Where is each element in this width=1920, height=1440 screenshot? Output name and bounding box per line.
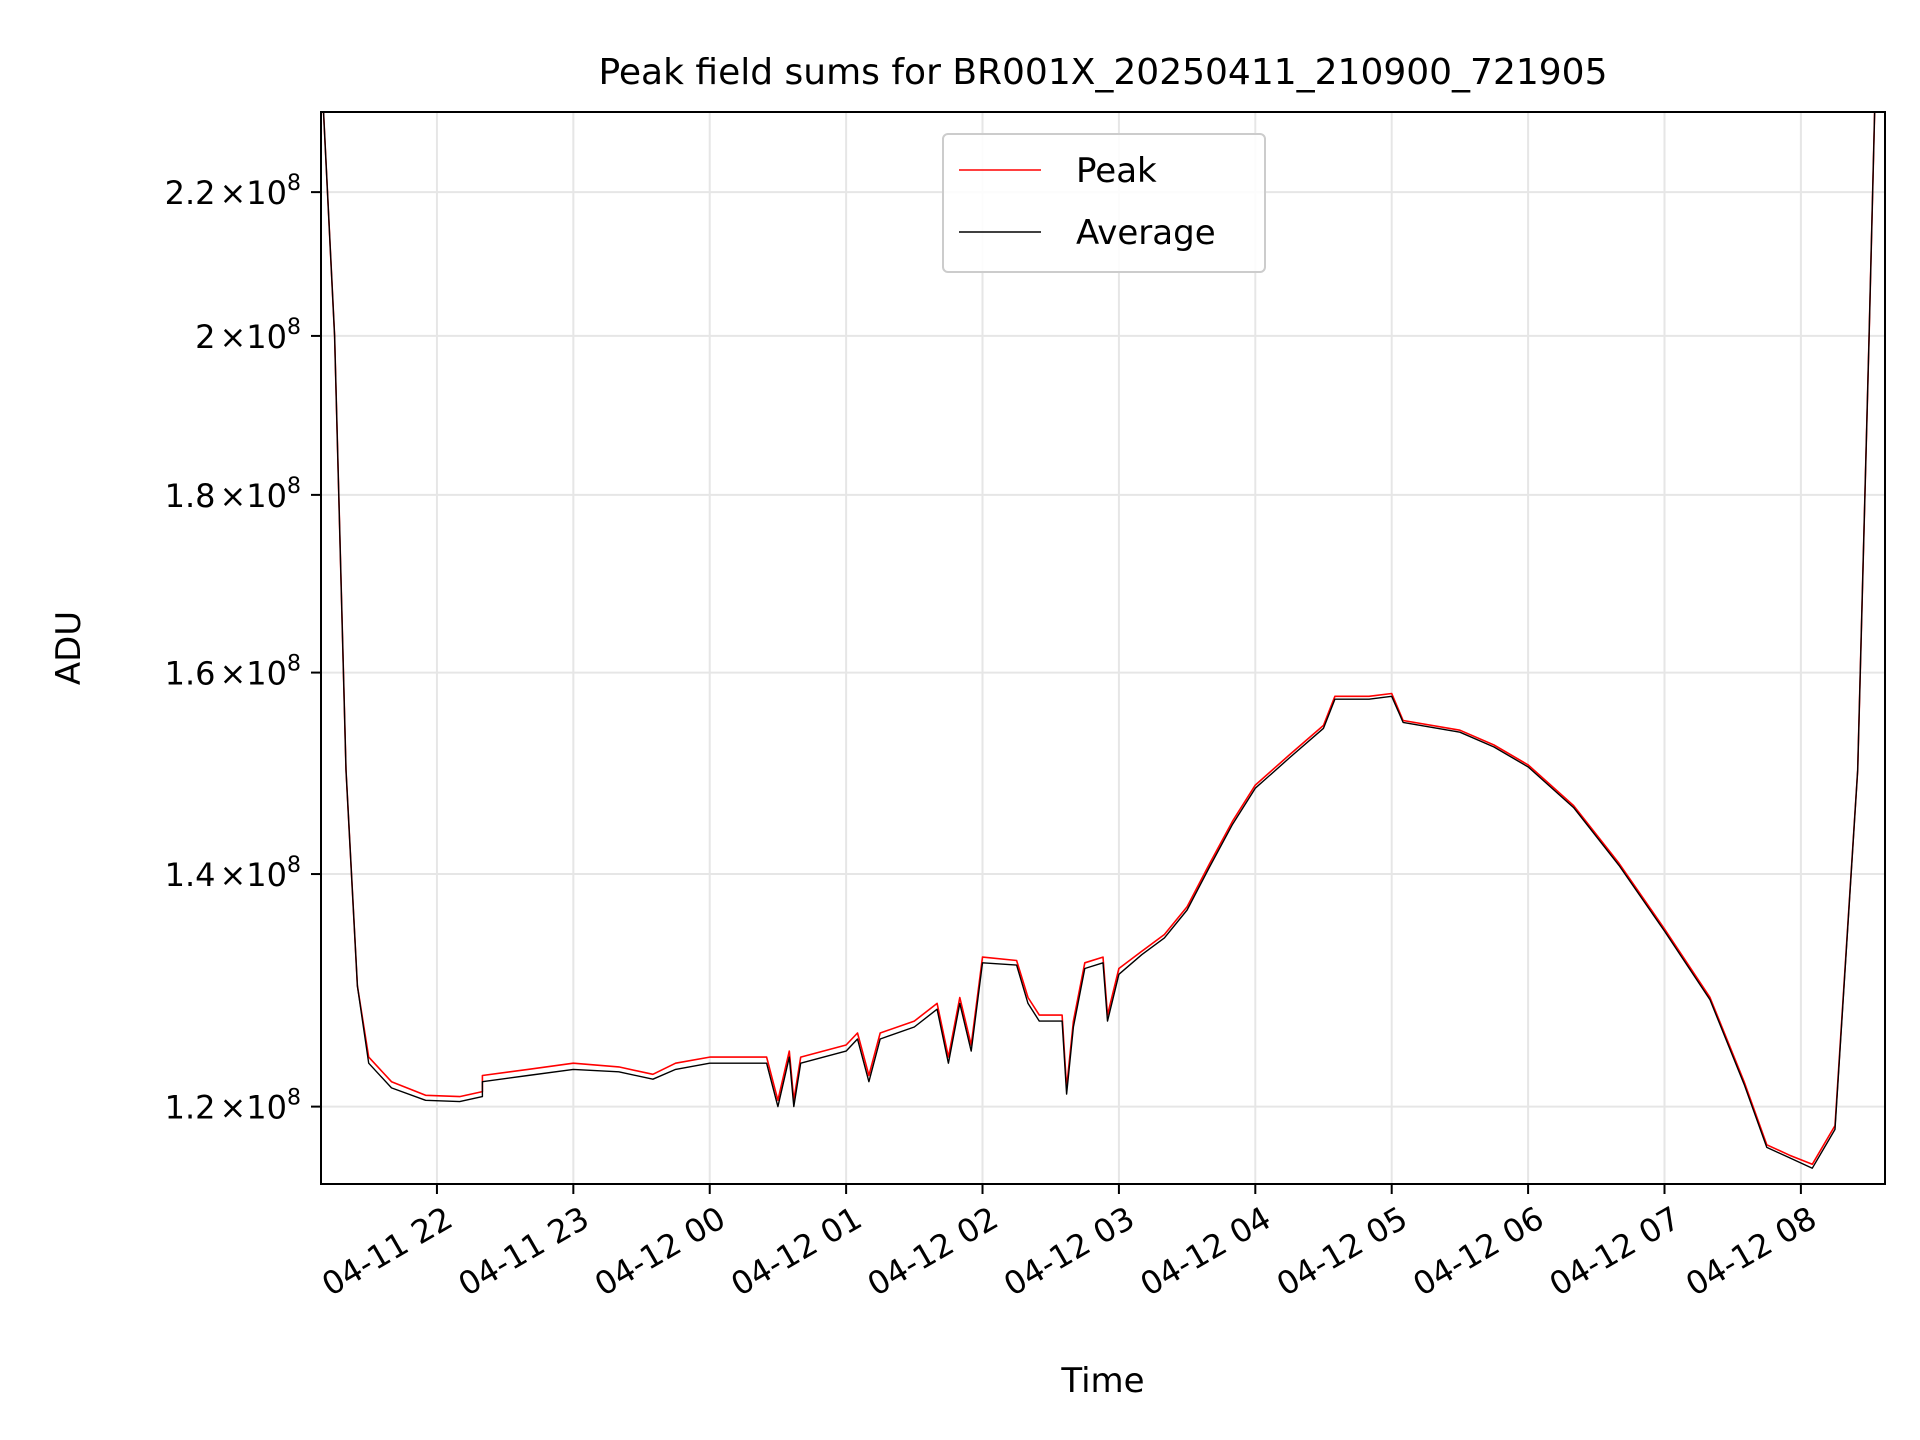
y-axis: 1.2 ×108 1.4 ×108 1.6 ×108 1.8 ×108 2 ×108 2.2 ×108 [165,171,321,1127]
grid [321,112,1885,1184]
x-axis-label: Time [1060,1361,1144,1401]
y-tick-label: 2.2 ×108 [165,171,301,212]
y-tick-label: 1.6 ×108 [165,652,301,693]
y-tick-label: 1.8 ×108 [165,474,301,515]
legend-box [942,133,1266,273]
plot-frame [320,111,1886,1185]
series-line-peak [322,112,1876,1166]
y-tick-label: 1.2 ×108 [165,1086,301,1127]
series-layer [322,112,1876,1169]
legend-label-peak: Peak [1076,151,1157,191]
y-axis-label: ADU [49,611,89,685]
legend-label-average: Average [1076,213,1216,253]
chart-title: Peak field sums for BR001X_20250411_2109… [598,52,1607,93]
series-line-average [322,112,1876,1169]
legend: Peak Average [942,133,1266,273]
y-tick-label: 2 ×108 [195,315,301,356]
y-tick-label: 1.4 ×108 [165,853,301,894]
